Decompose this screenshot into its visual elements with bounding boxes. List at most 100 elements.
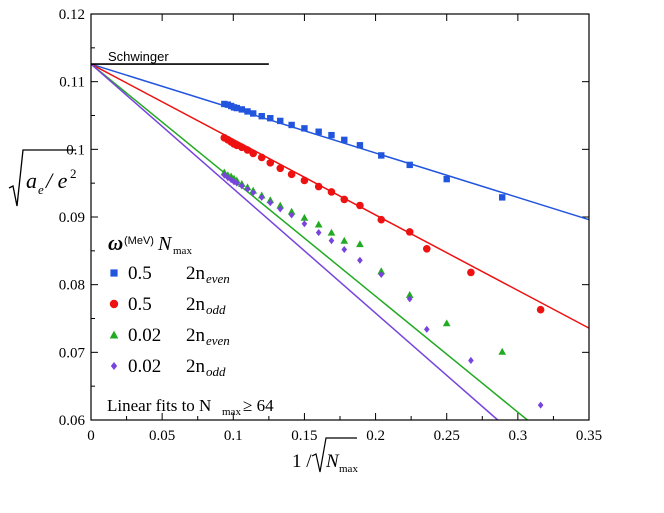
y-tick-label: 0.08 [59, 278, 85, 294]
legend-marker [110, 362, 118, 370]
axis-ticks [90, 13, 590, 421]
legend-n-main: 2n [186, 294, 206, 315]
data-point [267, 199, 274, 207]
data-point [287, 207, 296, 215]
data-point [233, 104, 241, 112]
data-point [234, 179, 240, 187]
data-point [498, 347, 507, 355]
legend-entry: 0.5 2n odd [109, 294, 226, 317]
data-point [224, 101, 232, 108]
legend-n-main: 2n [186, 356, 206, 377]
data-point [244, 108, 251, 115]
x-tick-label: 0.05 [149, 428, 175, 444]
x-tick-label: 0.3 [508, 428, 527, 444]
data-point [300, 213, 309, 221]
data-point [314, 182, 323, 191]
data-point [467, 268, 475, 277]
data-point [356, 201, 364, 210]
x-tick-label: 0.35 [576, 428, 602, 444]
data-point [405, 290, 414, 298]
data-point [340, 236, 349, 244]
data-point [423, 325, 430, 333]
legend-omega: ω [108, 231, 123, 255]
data-point [238, 106, 246, 113]
data-point [277, 205, 284, 213]
fit-line [90, 63, 590, 221]
data-point [406, 295, 413, 303]
data-points [220, 100, 545, 409]
data-point [406, 161, 413, 169]
data-point [258, 193, 265, 201]
data-point [340, 195, 349, 204]
fit-line [90, 63, 590, 329]
x-axis-label: 1 / N max [292, 437, 358, 475]
data-point [277, 117, 284, 125]
data-point [301, 220, 308, 228]
y-tick-label: 0.09 [59, 210, 85, 226]
data-point [468, 356, 474, 364]
fit-lines [90, 63, 590, 421]
data-point [442, 319, 451, 327]
svg-text:/ e: / e [44, 168, 68, 193]
data-point [238, 143, 246, 152]
data-point [315, 128, 322, 135]
y-tick-label: 0.07 [59, 345, 86, 361]
data-point [328, 237, 335, 245]
legend-marker [110, 269, 118, 277]
data-point [266, 159, 275, 167]
legend-n-sub: odd [206, 302, 226, 317]
fit-note-tail: ≥ 64 [243, 396, 274, 415]
plot-frame [90, 13, 590, 421]
x-tick-label: 0.1 [224, 428, 243, 444]
data-point [314, 220, 323, 228]
data-point [276, 164, 285, 173]
legend-n-main: 2n [186, 325, 206, 346]
legend-fit-note: Linear fits to N max ≥ 64 [107, 396, 274, 418]
tick-labels: 0 0.05 0.1 0.15 0.2 0.25 0.3 0.35 0.06 0.07 0.08 0.… [59, 7, 602, 444]
legend-entry: 0.5 2n even [110, 263, 230, 286]
svg-text:a: a [26, 168, 37, 193]
data-point [250, 189, 257, 197]
legend-entry: 0.02 2n odd [110, 356, 226, 379]
data-point [288, 211, 295, 219]
data-point [536, 305, 545, 314]
legend-n-sub: odd [206, 364, 226, 379]
data-point [422, 245, 431, 253]
legend-omega-value: 0.02 [128, 356, 161, 377]
legend-entry: 0.02 2n even [109, 325, 230, 348]
data-point [499, 194, 506, 201]
y-tick-label: 0.06 [59, 413, 86, 429]
legend-n-main: 2n [186, 263, 206, 284]
data-point [257, 153, 266, 162]
schwinger-reference: Schwinger [91, 49, 269, 65]
data-point [300, 176, 309, 185]
data-point [276, 201, 285, 209]
x-tick-label: 0.15 [291, 428, 317, 444]
data-point [378, 270, 385, 279]
data-point [356, 142, 364, 149]
data-point [249, 149, 258, 158]
data-point [443, 175, 450, 183]
legend-n: N [157, 233, 173, 255]
fit-note-sub: max [222, 406, 241, 418]
data-point [258, 112, 265, 120]
data-point [377, 267, 386, 275]
y-axis-label: a e / e 2 [8, 149, 77, 207]
svg-text:1 /: 1 / [292, 451, 312, 472]
x-tick-label: 0.2 [366, 428, 385, 444]
legend-unit: (MeV) [124, 235, 154, 247]
data-point [378, 152, 385, 159]
data-point [341, 136, 348, 144]
svg-text:2: 2 [70, 166, 77, 181]
data-point [221, 100, 228, 108]
svg-text:max: max [339, 463, 358, 475]
legend-n-sub: max [173, 245, 192, 257]
data-point [377, 215, 386, 224]
data-point [356, 240, 364, 248]
legend-n-sub: even [206, 333, 230, 348]
x-tick-label: 0 [87, 428, 95, 444]
legend-omega-value: 0.02 [128, 325, 161, 346]
fit-note: Linear fits to N [107, 396, 211, 415]
